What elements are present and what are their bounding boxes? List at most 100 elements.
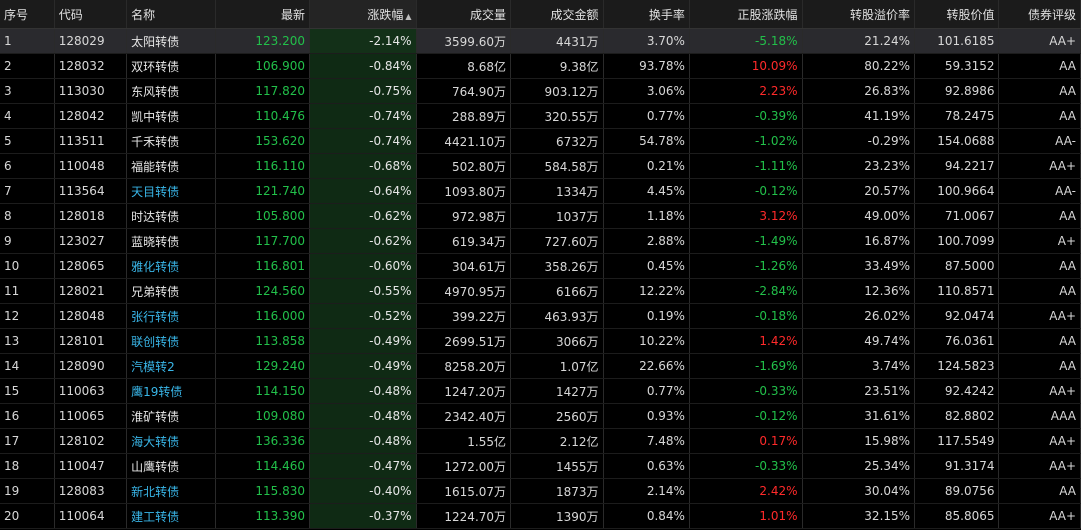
cell-code: 128029: [54, 28, 128, 54]
table-row[interactable]: 10 128065 雅化转债 116.801 -0.60% 304.61万 358.26万 0…: [0, 253, 1081, 279]
column-header-vol[interactable]: 成交量: [416, 0, 512, 29]
table-row[interactable]: 18 110047 山鹰转债 114.460 -0.47% 1272.00万 1455万 0.…: [0, 453, 1081, 479]
cell-turn: 0.77%: [603, 103, 690, 129]
cell-prem: 41.19%: [802, 103, 916, 129]
cell-turn: 10.22%: [603, 328, 690, 354]
cell-code: 128018: [54, 203, 128, 229]
cell-idx: 16: [0, 403, 55, 429]
cell-amt: 3066万: [510, 328, 604, 354]
cell-price: 113.390: [215, 503, 311, 529]
cell-cval: 92.4242: [914, 378, 1000, 404]
table-row[interactable]: 15 110063 鹰19转债 114.150 -0.48% 1247.20万 1427万 0…: [0, 378, 1081, 404]
column-header-name[interactable]: 名称: [126, 0, 216, 29]
cell-chg: -0.74%: [309, 103, 417, 129]
cell-code: 110064: [54, 503, 128, 529]
column-header-prem[interactable]: 转股溢价率: [802, 0, 916, 29]
cell-chg: -0.48%: [309, 428, 417, 454]
column-header-label: 成交量: [470, 7, 507, 22]
cell-price: 124.560: [215, 278, 311, 304]
cell-vol: 1224.70万: [416, 503, 512, 529]
table-row[interactable]: 9 123027 蓝晓转债 117.700 -0.62% 619.34万 727.60万 2.…: [0, 228, 1081, 254]
cell-chg: -0.37%: [309, 503, 417, 529]
cell-vol: 8258.20万: [416, 353, 512, 379]
table-row[interactable]: 3 113030 东风转债 117.820 -0.75% 764.90万 903.12万 3.…: [0, 78, 1081, 104]
cell-turn: 3.06%: [603, 78, 690, 104]
cell-rating: AA+: [998, 303, 1081, 329]
table-row[interactable]: 8 128018 时达转债 105.800 -0.62% 972.98万 1037万 1.18…: [0, 203, 1081, 229]
cell-amt: 1334万: [510, 178, 604, 204]
cell-price: 153.620: [215, 128, 311, 154]
cell-amt: 9.38亿: [510, 53, 604, 79]
cell-stk: -0.12%: [689, 403, 803, 429]
table-row[interactable]: 1 128029 太阳转债 123.200 -2.14% 3599.60万 4431万 3.7…: [0, 28, 1081, 54]
table-row[interactable]: 7 113564 天目转债 121.740 -0.64% 1093.80万 1334万 4.4…: [0, 178, 1081, 204]
cell-chg: -0.62%: [309, 203, 417, 229]
column-header-cval[interactable]: 转股价值: [914, 0, 1000, 29]
cell-stk: -1.69%: [689, 353, 803, 379]
table-row[interactable]: 2 128032 双环转债 106.900 -0.84% 8.68亿 9.38亿 93.78%…: [0, 53, 1081, 79]
table-row[interactable]: 12 128048 张行转债 116.000 -0.52% 399.22万 463.93万 0…: [0, 303, 1081, 329]
cell-rating: AA+: [998, 28, 1081, 54]
cell-prem: 15.98%: [802, 428, 916, 454]
cell-amt: 1873万: [510, 478, 604, 504]
cell-chg: -0.55%: [309, 278, 417, 304]
cell-prem: 25.34%: [802, 453, 916, 479]
cell-amt: 2.12亿: [510, 428, 604, 454]
table-row[interactable]: 20 110064 建工转债 113.390 -0.37% 1224.70万 1390万 0.…: [0, 503, 1081, 529]
column-header-amt[interactable]: 成交金额: [510, 0, 604, 29]
cell-idx: 18: [0, 453, 55, 479]
cell-rating: AA-: [998, 178, 1081, 204]
cell-stk: -1.26%: [689, 253, 803, 279]
table-row[interactable]: 6 110048 福能转债 116.110 -0.68% 502.80万 584.58万 0.…: [0, 153, 1081, 179]
cell-stk: 2.42%: [689, 478, 803, 504]
table-row[interactable]: 11 128021 兄弟转债 124.560 -0.55% 4970.95万 6166万 12…: [0, 278, 1081, 304]
column-header-price[interactable]: 最新: [215, 0, 311, 29]
column-header-rating[interactable]: 债券评级: [998, 0, 1081, 29]
column-header-chg[interactable]: 涨跌幅 ▲: [309, 0, 417, 29]
cell-price: 121.740: [215, 178, 311, 204]
cell-price: 109.080: [215, 403, 311, 429]
column-header-idx[interactable]: 序号: [0, 0, 55, 29]
column-header-stk[interactable]: 正股涨跌幅: [689, 0, 803, 29]
cell-prem: 16.87%: [802, 228, 916, 254]
cell-rating: AA: [998, 103, 1081, 129]
column-header-code[interactable]: 代码: [54, 0, 128, 29]
cell-cval: 59.3152: [914, 53, 1000, 79]
table-row[interactable]: 16 110065 淮矿转债 109.080 -0.48% 2342.40万 2560万 0.…: [0, 403, 1081, 429]
cell-amt: 358.26万: [510, 253, 604, 279]
cell-cval: 85.8065: [914, 503, 1000, 529]
cell-rating: AA: [998, 278, 1081, 304]
cell-price: 116.000: [215, 303, 311, 329]
cell-turn: 1.18%: [603, 203, 690, 229]
cell-price: 116.110: [215, 153, 311, 179]
cell-vol: 502.80万: [416, 153, 512, 179]
cell-name: 鹰19转债: [126, 378, 216, 404]
table-row[interactable]: 14 128090 汽模转2 129.240 -0.49% 8258.20万 1.07亿 22…: [0, 353, 1081, 379]
cell-name: 时达转债: [126, 203, 216, 229]
cell-name: 建工转债: [126, 503, 216, 529]
cell-rating: A+: [998, 228, 1081, 254]
cell-price: 106.900: [215, 53, 311, 79]
cell-idx: 4: [0, 103, 55, 129]
cell-name: 天目转债: [126, 178, 216, 204]
cell-code: 128090: [54, 353, 128, 379]
cell-price: 114.460: [215, 453, 311, 479]
cell-stk: -5.18%: [689, 28, 803, 54]
cell-amt: 6166万: [510, 278, 604, 304]
column-header-turn[interactable]: 换手率: [603, 0, 690, 29]
table-row[interactable]: 4 128042 凯中转债 110.476 -0.74% 288.89万 320.55万 0.…: [0, 103, 1081, 129]
table-row[interactable]: 13 128101 联创转债 113.858 -0.49% 2699.51万 3066万 10…: [0, 328, 1081, 354]
column-header-label: 转股价值: [946, 7, 995, 22]
table-row[interactable]: 5 113511 千禾转债 153.620 -0.74% 4421.10万 6732万 54.…: [0, 128, 1081, 154]
cell-rating: AA: [998, 203, 1081, 229]
cell-name: 凯中转债: [126, 103, 216, 129]
cell-turn: 22.66%: [603, 353, 690, 379]
table-row[interactable]: 17 128102 海大转债 136.336 -0.48% 1.55亿 2.12亿 7.48%…: [0, 428, 1081, 454]
cell-chg: -2.14%: [309, 28, 417, 54]
cell-name: 千禾转债: [126, 128, 216, 154]
cell-prem: 32.15%: [802, 503, 916, 529]
cell-idx: 11: [0, 278, 55, 304]
cell-code: 128101: [54, 328, 128, 354]
cell-price: 114.150: [215, 378, 311, 404]
table-row[interactable]: 19 128083 新北转债 115.830 -0.40% 1615.07万 1873万 2.…: [0, 478, 1081, 504]
